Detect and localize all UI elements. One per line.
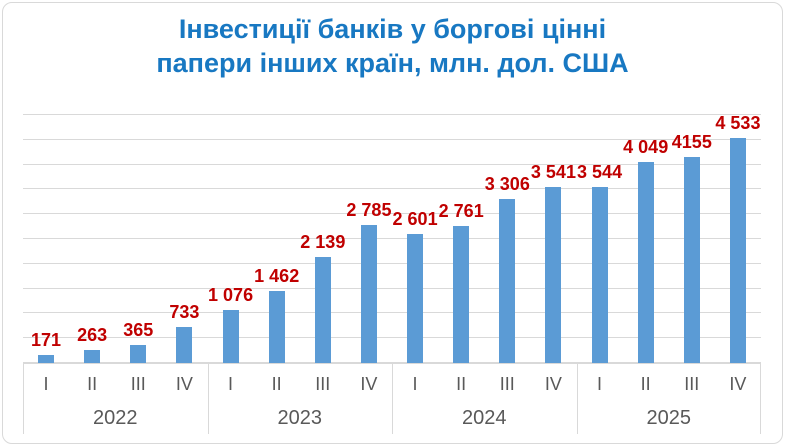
- bar-value-label: 3 306: [484, 174, 530, 195]
- year-group-divider: [392, 363, 393, 434]
- gridline: [23, 188, 761, 190]
- x-tick-label: II: [456, 374, 467, 394]
- bar-value-label: 1 462: [254, 265, 300, 286]
- bar-2024-IV: [545, 187, 562, 363]
- year-group-divider: [23, 363, 24, 434]
- bar-2025-III: [683, 156, 700, 363]
- bar-2025-II: [637, 162, 654, 363]
- bar-2023-II: [268, 290, 285, 363]
- year-label: 2024: [462, 407, 507, 429]
- bar-2023-I: [222, 309, 239, 363]
- bar-value-label: 3 544: [577, 162, 623, 183]
- bar-value-label: 2 601: [392, 209, 438, 229]
- x-tick-label: II: [271, 374, 282, 394]
- year-group-divider: [576, 363, 578, 434]
- bar-value-label: 2 785: [346, 199, 392, 220]
- bar-2025-I: [591, 187, 608, 363]
- year-label: 2025: [646, 407, 692, 429]
- x-tick-label: I: [228, 374, 234, 394]
- bar-2023-IV: [360, 224, 377, 363]
- plot-area: 171 263 365 733 1 076 1 462 2 139 2 785 2 601 2 7…: [23, 113, 761, 363]
- gridline: [23, 213, 761, 215]
- x-tick-label: III: [499, 374, 515, 394]
- x-tick-label: III: [130, 374, 146, 394]
- bar-value-label: 733: [169, 301, 200, 322]
- chart-title-line-2: папери інших країн, млн. дол. США: [156, 48, 629, 78]
- bar-value-label: 365: [123, 319, 154, 340]
- gridline: [23, 262, 761, 264]
- bar-2022-IV: [176, 326, 193, 363]
- x-tick-label: IV: [544, 374, 562, 394]
- x-tick-label: I: [597, 374, 603, 394]
- year-group-divider: [207, 363, 209, 434]
- bar-2022-III: [130, 344, 147, 363]
- x-tick-label: IV: [729, 374, 747, 394]
- gridline: [23, 362, 761, 363]
- bar-2022-II: [84, 349, 101, 363]
- gridline: [23, 163, 761, 165]
- year-label: 2023: [277, 407, 323, 429]
- chart-title: Інвестиції банків у боргові цінні папери…: [3, 12, 782, 80]
- bar-2024-I: [407, 234, 424, 363]
- bar-2025-IV: [729, 138, 746, 363]
- bar-2024-III: [499, 199, 516, 363]
- x-tick-label: II: [87, 374, 98, 394]
- bar-value-label: 2 761: [438, 201, 484, 222]
- x-tick-label: III: [684, 374, 700, 394]
- gridline: [23, 238, 761, 239]
- x-axis: I II III IV I II III IV I II III IV I II III IV 2022 2023…: [23, 363, 761, 434]
- bar-value-label: 2 139: [300, 231, 346, 252]
- gridline: [23, 337, 761, 339]
- bar-value-label: 263: [77, 324, 108, 345]
- bar-value-label: 3 541: [530, 162, 576, 183]
- x-tick-label: III: [315, 374, 331, 394]
- bar-2023-III: [314, 256, 331, 363]
- x-tick-label: IV: [175, 374, 193, 394]
- gridline: [23, 114, 761, 115]
- bar-value-label: 171: [31, 329, 62, 350]
- year-group-divider: [760, 363, 761, 434]
- gridline: [23, 287, 761, 289]
- bar-value-label: 1 076: [208, 284, 254, 305]
- x-tick-label: I: [43, 374, 49, 394]
- x-tick-label: I: [412, 374, 418, 394]
- bar-2024-II: [453, 226, 470, 363]
- gridline: [23, 312, 761, 314]
- x-tick-label: IV: [360, 374, 378, 394]
- bar-value-label: 4155: [671, 131, 712, 152]
- chart-title-line-1: Інвестиції банків у боргові цінні: [178, 14, 607, 44]
- year-label: 2022: [93, 407, 138, 429]
- gridline: [23, 138, 761, 140]
- bar-value-label: 4 533: [715, 113, 761, 134]
- bar-value-label: 4 049: [623, 137, 669, 158]
- x-tick-label: II: [640, 374, 651, 394]
- bar-2022-I: [38, 354, 55, 363]
